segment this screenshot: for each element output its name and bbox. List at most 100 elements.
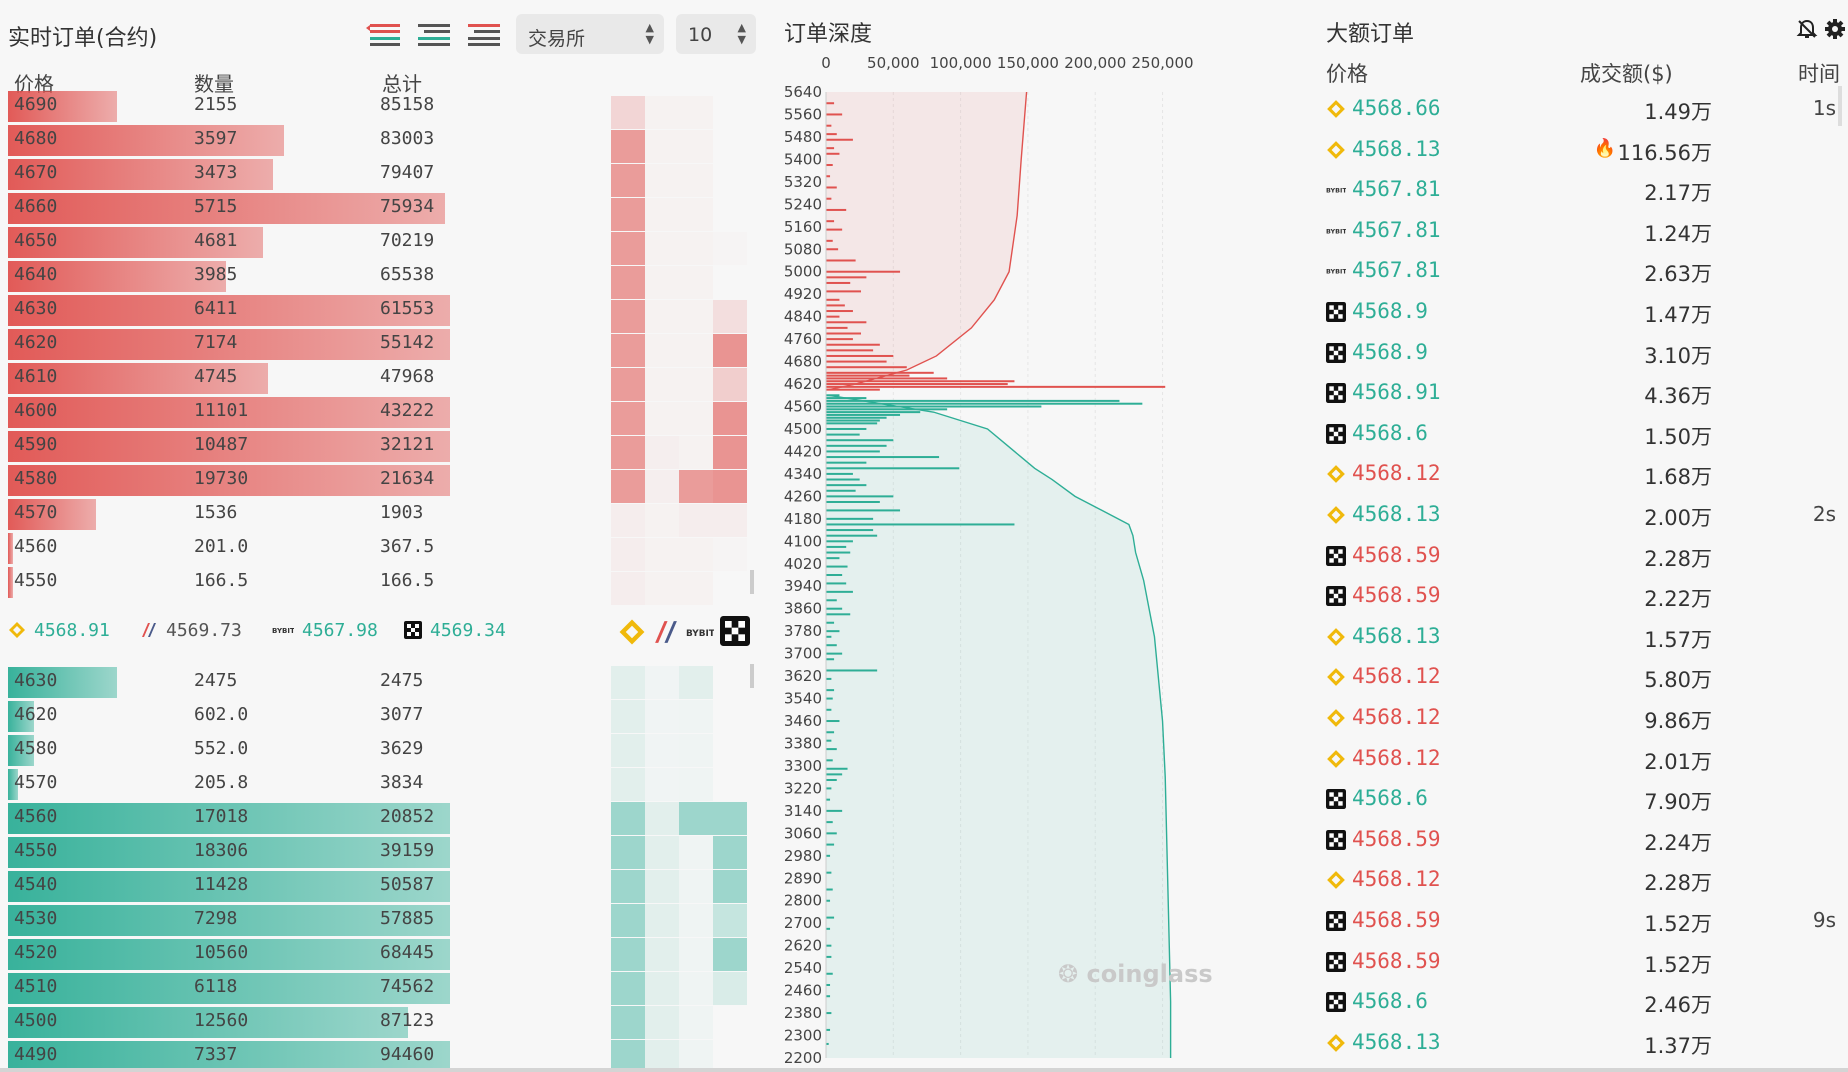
asks-scrollbar[interactable] <box>750 570 754 594</box>
ask-heat-cell <box>611 300 645 333</box>
large-order-row[interactable]: 4568.59 1.52万 9s <box>1326 902 1846 942</box>
exchange-select[interactable]: 交易所 ▲ ▼ <box>516 14 664 54</box>
large-order-row[interactable]: 4568.6 2.46万 <box>1326 983 1846 1023</box>
ask-row[interactable]: 4590 10487 32121 <box>8 430 528 463</box>
order-price: 4568.12 <box>1352 461 1441 486</box>
large-order-row[interactable]: 4568.9 3.10万 <box>1326 334 1846 374</box>
view-both-icon[interactable] <box>366 22 402 50</box>
large-order-row[interactable]: 4568.59 1.52万 <box>1326 943 1846 983</box>
depth-level-select[interactable]: 10 ▲ ▼ <box>676 14 756 54</box>
bid-row[interactable]: 4530 7298 57885 <box>8 904 528 937</box>
large-order-row[interactable]: BYBIT 4567.81 2.17万 <box>1326 171 1846 211</box>
ask-row[interactable]: 4550 166.5 166.5 <box>8 566 528 599</box>
large-order-row[interactable]: 4568.12 2.01万 <box>1326 740 1846 780</box>
bid-total: 57885 <box>380 908 435 929</box>
binance-filter-icon[interactable] <box>618 618 646 646</box>
bid-row[interactable]: 4570 205.8 3834 <box>8 768 528 801</box>
bid-depth-bar <box>826 509 901 512</box>
bid-row[interactable]: 4510 6118 74562 <box>8 972 528 1005</box>
large-order-row[interactable]: 4568.13 2.00万 2s <box>1326 496 1846 536</box>
order-time: 9s <box>1812 908 1836 932</box>
okx-icon <box>1326 383 1346 407</box>
ask-row[interactable]: 4610 4745 47968 <box>8 362 528 395</box>
okx-icon <box>1326 951 1346 976</box>
okx-icon <box>1326 302 1346 326</box>
y-tick-label: 4680 <box>784 353 822 371</box>
bid-row[interactable]: 4580 552.0 3629 <box>8 734 528 767</box>
ask-row[interactable]: 4650 4681 70219 <box>8 226 528 259</box>
okx-filter-icon[interactable] <box>720 616 750 646</box>
large-order-row[interactable]: 4568.13 1.37万 <box>1326 1024 1846 1064</box>
large-order-row[interactable]: 4568.9 1.47万 <box>1326 293 1846 333</box>
large-order-row[interactable]: 4568.66 1.49万 1s <box>1326 90 1846 130</box>
view-bids-icon[interactable] <box>416 22 452 50</box>
order-amount: 7.90万 <box>1644 790 1712 815</box>
large-order-row[interactable]: 4568.91 4.36万 <box>1326 374 1846 414</box>
large-order-row[interactable]: BYBIT 4567.81 1.24万 <box>1326 212 1846 252</box>
y-tick-label: 4260 <box>784 487 822 505</box>
bid-price: 4550 <box>14 840 58 861</box>
large-order-row[interactable]: 4568.6 7.90万 <box>1326 780 1846 820</box>
bottom-divider <box>0 1068 1848 1072</box>
bid-heat-cell <box>679 1006 713 1039</box>
y-tick-label: 3380 <box>784 734 822 752</box>
ask-row[interactable]: 4600 11101 43222 <box>8 396 528 429</box>
ask-total: 83003 <box>380 128 435 149</box>
large-order-row[interactable]: 4568.13 1.57万 <box>1326 618 1846 658</box>
ask-row[interactable]: 4580 19730 21634 <box>8 464 528 497</box>
bid-qty: 2475 <box>194 670 238 691</box>
ask-row[interactable]: 4690 2155 85158 <box>8 90 528 123</box>
ask-row[interactable]: 4570 1536 1903 <box>8 498 528 531</box>
col-time: 时间 <box>1798 62 1840 86</box>
large-order-row[interactable]: 4568.12 2.28万 <box>1326 861 1846 901</box>
bid-row[interactable]: 4520 10560 68445 <box>8 938 528 971</box>
ask-row[interactable]: 4560 201.0 367.5 <box>8 532 528 565</box>
bids-scrollbar[interactable] <box>750 664 754 688</box>
x-tick-label: 150,000 <box>997 54 1059 72</box>
ask-row[interactable]: 4670 3473 79407 <box>8 158 528 191</box>
ask-row[interactable]: 4680 3597 83003 <box>8 124 528 157</box>
okx-icon <box>1326 423 1346 448</box>
bid-heat-cell <box>713 870 747 903</box>
large-order-row[interactable]: 4568.13 🔥 116.56万 <box>1326 131 1846 171</box>
y-tick-label: 3780 <box>784 622 822 640</box>
bid-row[interactable]: 4540 11428 50587 <box>8 870 528 903</box>
bid-row[interactable]: 4500 12560 87123 <box>8 1006 528 1039</box>
large-order-row[interactable]: 4568.6 1.50万 <box>1326 415 1846 455</box>
okx-icon <box>1326 829 1346 854</box>
ask-row[interactable]: 4620 7174 55142 <box>8 328 528 361</box>
ask-row[interactable]: 4660 5715 75934 <box>8 192 528 225</box>
large-order-row[interactable]: 4568.12 1.68万 <box>1326 455 1846 495</box>
y-tick-label: 3060 <box>784 824 822 842</box>
bid-row[interactable]: 4560 17018 20852 <box>8 802 528 835</box>
bid-depth-bar <box>826 534 878 537</box>
ask-row[interactable]: 4630 6411 61553 <box>8 294 528 327</box>
bid-row[interactable]: 4550 18306 39159 <box>8 836 528 869</box>
large-order-row[interactable]: BYBIT 4567.81 2.63万 <box>1326 252 1846 292</box>
ask-heat-cell <box>645 198 679 231</box>
bitmex-filter-icon[interactable] <box>652 618 680 646</box>
settings-gear-icon[interactable] <box>1824 18 1846 40</box>
large-order-row[interactable]: 4568.59 2.24万 <box>1326 821 1846 861</box>
y-tick-label: 4560 <box>784 398 822 416</box>
bid-depth-bar <box>826 843 835 846</box>
large-order-row[interactable]: 4568.12 9.86万 <box>1326 699 1846 739</box>
bid-depth-bar <box>8 803 450 834</box>
bid-depth-bar <box>826 955 832 958</box>
order-price: 4568.12 <box>1352 705 1441 729</box>
bid-row[interactable]: 4630 2475 2475 <box>8 666 528 699</box>
mute-bell-icon[interactable] <box>1796 18 1818 40</box>
large-order-row[interactable]: 4568.59 2.28万 <box>1326 537 1846 577</box>
bid-row[interactable]: 4490 7337 94460 <box>8 1040 528 1072</box>
large-order-row[interactable]: 4568.12 5.80万 <box>1326 658 1846 698</box>
view-asks-icon[interactable] <box>466 22 502 50</box>
large-order-row[interactable]: 4568.59 2.22万 <box>1326 577 1846 617</box>
ask-row[interactable]: 4640 3985 65538 <box>8 260 528 293</box>
order-amount: 1.47万 <box>1644 303 1712 327</box>
ask-depth-bar <box>826 332 861 335</box>
bybit-filter-icon[interactable]: BYBIT <box>686 618 714 646</box>
large-orders-scrollbar[interactable] <box>1838 86 1842 126</box>
bid-row[interactable]: 4620 602.0 3077 <box>8 700 528 733</box>
order-amount: 116.56万 <box>1617 140 1712 165</box>
binance-icon <box>1326 140 1346 164</box>
